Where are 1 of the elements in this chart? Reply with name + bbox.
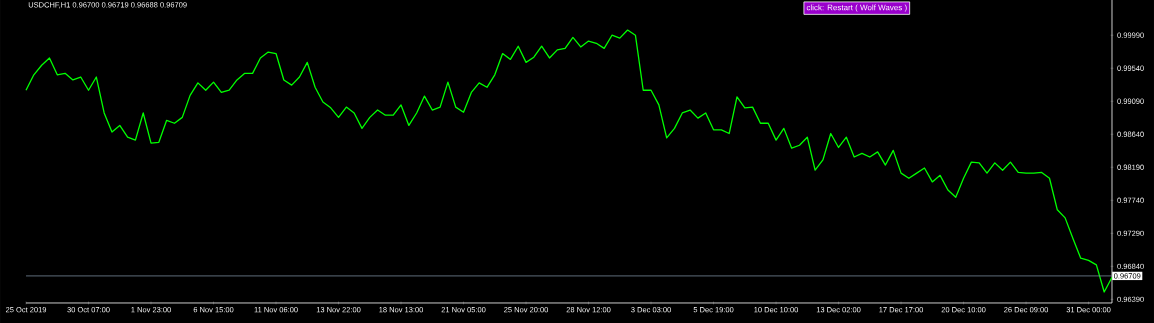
- annotation: click: Restart ( Wolf Waves ): [806, 4, 907, 12]
